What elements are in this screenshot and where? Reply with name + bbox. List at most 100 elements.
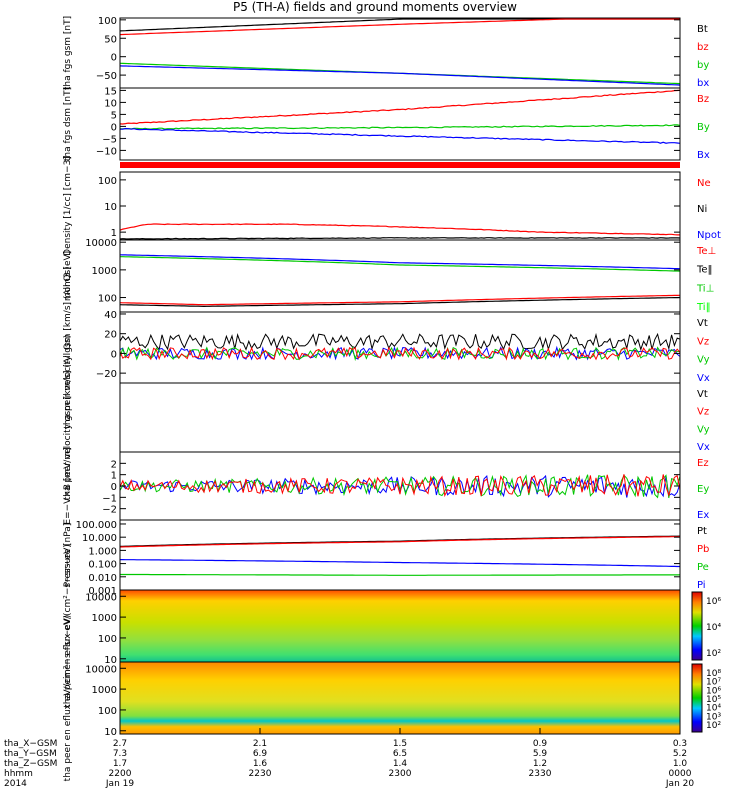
y-tick-label: 0 [111,53,117,64]
colorbar-tick-label: 10⁴ [706,623,721,633]
panel-frame [119,171,681,241]
series-Ne [119,223,680,236]
colorbar-tick-label: 10⁶ [706,597,721,607]
x-row-label: tha_X−GSM [4,739,57,749]
y-tick-label: 0.100 [88,560,117,571]
y-tick-label: 0 [111,349,117,360]
y-tick-label: 0 [111,122,117,133]
series-By [120,124,681,130]
panel-frame [119,17,681,89]
x-tick-label: Jan 19 [105,779,134,789]
y-tick-label: 1000 [92,266,117,277]
y-tick-label: 100.000 [76,520,117,531]
panel-6: tha peer velocity gsm [km/s] (All Qs) Vt V… [63,335,710,500]
x-tick-label: 1.5 [393,739,407,749]
y-tick-label: −2 [102,505,117,516]
x-row-label: 2014 [4,779,27,789]
series-Ni [119,237,681,240]
x-row-label: tha_Y−GSM [4,749,57,759]
legend-entry: Ti⊥ [696,283,714,294]
y-tick-label: 2 [111,459,117,470]
y-tick-label: −50 [96,71,117,82]
y-tick-label: 5 [111,110,117,121]
series-Bx [119,127,681,144]
legend-entry: Ti‖ [696,302,711,313]
legend-entry: Pt [697,526,707,537]
x-tick-label: 7.3 [113,749,127,759]
series-Bz [119,89,681,125]
y-tick-label: 1 [111,471,117,482]
y-tick-label: 40 [104,310,117,321]
panel-5: 40 20 0 −20 tha peir velocity gsm [km/s] (Al… [63,266,710,428]
colorbar-tick-label: 10⁸ [706,669,721,679]
y-tick-label: 100 [98,176,117,187]
y-axis-label: mom3 [eV] [63,251,73,301]
legend-entry: Pe [697,562,709,573]
y-axis-label: tha fgs dsm [nT] [63,87,73,161]
legend-entry: Vy [697,355,710,366]
series-Ez [119,474,681,498]
x-tick-label: 2.7 [113,739,127,749]
y-tick-label: 10 [104,98,117,109]
x-tick-label: 2330 [529,769,552,779]
x-tick-label: 1.7 [113,759,127,769]
legend-entry: Vt [697,318,708,329]
spectrogram [120,590,680,662]
y-axis-label: tha peir en eflux eV/(cm²−s−sr−eV) [63,544,73,708]
y-tick-label: 10 [104,655,117,666]
colorbar-tick-label: 10² [706,649,721,659]
y-tick-label: −1 [102,493,117,504]
panel-frame [119,87,681,161]
y-tick-label: −10 [96,146,117,157]
legend-entry: Ez [697,458,709,469]
x-tick-label: 2200 [109,769,132,779]
y-axis-label: E=−V×B [mV/m] [63,447,73,524]
y-axis-label: tha peer en eflux eV/(cm²−s−sr−eV) [63,615,73,782]
y-tick-label: 15 [104,86,117,97]
legend-entry: Vy [697,424,710,435]
legend-entry: Ey [697,484,709,495]
x-tick-label: 2.1 [253,739,267,749]
separator-bar [120,162,680,168]
panel-frame [119,519,681,591]
legend-entry: Vx [697,373,710,384]
series-Ti‖ [120,256,681,272]
series-Pi [120,559,680,568]
y-tick-label: 0.001 [88,586,117,597]
x-tick-label: 5.2 [673,749,687,759]
legend-entry: Vz [697,407,709,418]
series-Pb [119,536,681,548]
colorbar-tick-label: 10⁵ [706,695,721,705]
y-tick-label: 0 [111,482,117,493]
panel-1: 100 50 0 −50 tha fgs gsm [nT] Bt bz by bx [63,16,709,90]
y-tick-label: 1 [111,228,117,239]
legend-entry: Vx [697,442,710,453]
y-tick-label: 0.010 [88,573,117,584]
x-tick-label: 1.2 [533,759,547,769]
y-tick-label: 100 [98,16,117,27]
series-Vz [119,346,681,361]
series-Pe [120,573,680,576]
spectrogram [120,662,680,734]
legend-entry: By [697,122,710,133]
legend-entry: Bx [697,150,710,161]
x-tick-label: 6.9 [253,749,268,759]
panel-7: 210−1−2 E=−V×B [mV/m] Ez Ey Ex [63,447,709,524]
x-tick-label: 0.9 [533,739,548,749]
y-tick-label: 100 [98,706,117,717]
colorbar-tick-label: 10² [706,721,721,731]
x-tick-label: 1.0 [673,759,688,769]
y-tick-label: 20 [104,330,117,341]
colorbar [691,591,703,661]
series-Bt [119,18,680,32]
y-tick-label: 10000 [85,592,117,603]
x-row-label: tha_Z−GSM [4,759,57,769]
y-tick-label: 10000 [85,238,117,249]
legend-entry: bz [697,42,709,53]
y-tick-label: 1.000 [88,546,117,557]
panel-9: 10⁶ 10⁴ 10² 10000 1000 100 10 tha peir en eflux… [63,544,721,708]
